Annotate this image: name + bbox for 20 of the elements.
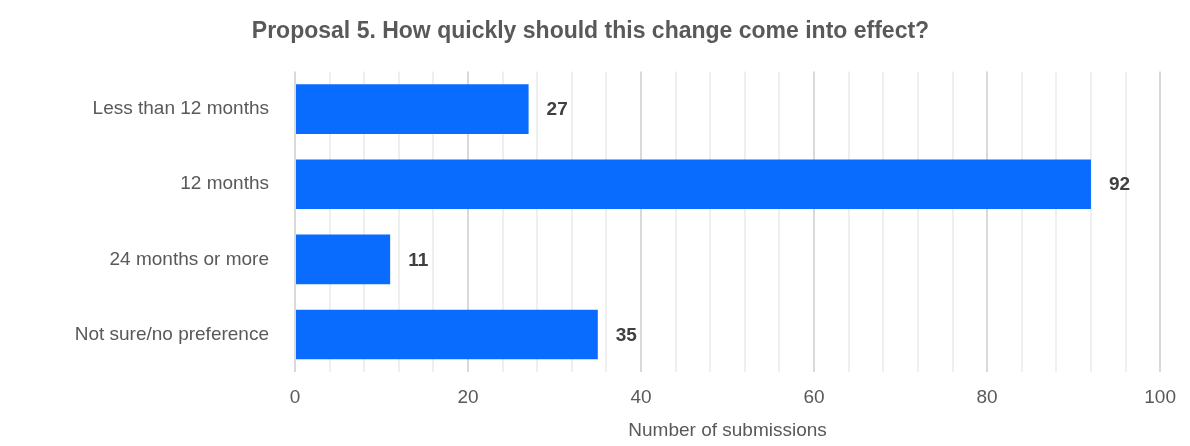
y-tick-label: 24 months or more	[109, 247, 269, 269]
y-tick-label: 12 months	[180, 172, 269, 194]
bar	[296, 234, 391, 285]
y-tick-label: Not sure/no preference	[74, 322, 269, 344]
x-tick-label: 40	[630, 385, 652, 407]
x-axis-title: Number of submissions	[628, 418, 827, 440]
x-tick-label: 0	[289, 385, 301, 407]
bar	[296, 159, 1091, 210]
x-tick-label: 60	[803, 385, 825, 407]
chart-title: Proposal 5. How quickly should this change come into effect?	[251, 17, 930, 44]
data-label: 35	[615, 323, 638, 345]
x-tick-label: 20	[457, 385, 479, 407]
bar	[296, 309, 598, 360]
data-label: 11	[408, 248, 429, 270]
y-tick-label: Less than 12 months	[92, 97, 269, 119]
data-label: 92	[1108, 173, 1131, 195]
bar	[296, 84, 529, 134]
x-tick-label: 100	[1144, 385, 1176, 407]
x-tick-label: 80	[976, 385, 998, 407]
data-label: 27	[546, 98, 568, 120]
